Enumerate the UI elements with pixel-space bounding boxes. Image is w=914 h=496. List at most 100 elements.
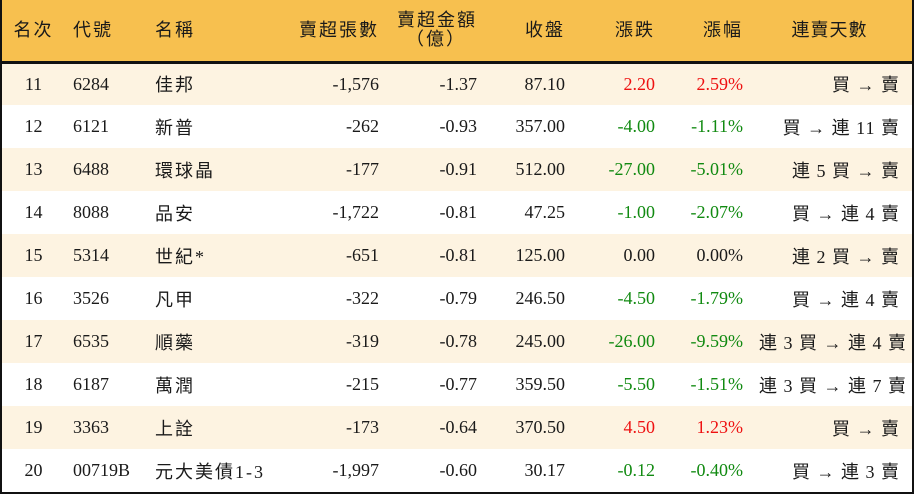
cell-change: -5.50 [617,374,656,394]
cell-code: 6187 [73,374,109,394]
cell-name: 環球晶 [155,160,215,181]
header-name: 名稱 [155,19,195,40]
cell-sell-qty: -651 [346,245,379,265]
cell-sell-amount: -0.77 [439,374,478,394]
cell-rank: 12 [24,116,43,136]
cell-change: -26.00 [608,331,656,351]
cell-sell-amount: -0.91 [439,159,478,179]
cell-sell-qty: -262 [346,116,379,136]
cell-code: 5314 [73,245,109,265]
cell-change-pct: 0.00% [696,245,744,265]
table-row: 12 6121 新普 -262 -0.93 357.00 -4.00 -1.11… [2,105,912,148]
table-row: 14 8088 品安 -1,722 -0.81 47.25 -1.00 -2.0… [2,191,912,234]
cell-change: -1.00 [617,202,656,222]
header-sell-qty: 賣超張數 [299,19,379,40]
cell-change-pct: -1.11% [691,116,743,136]
header-change: 漲跌 [615,19,655,40]
header-row: 名次 代號 名稱 賣超張數 賣超金額 （億） 收盤 漲跌 漲幅 連賣天數 [2,0,912,62]
cell-sell-amount: -1.37 [439,73,478,94]
cell-streak: 連 5 買 → 賣 [792,160,900,181]
cell-name: 萬潤 [155,375,195,396]
cell-sell-qty: -319 [346,331,379,351]
cell-streak: 買 → 連 4 賣 [792,289,900,310]
cell-change-pct: -0.40% [690,460,744,480]
table-row: 16 3526 凡甲 -322 -0.79 246.50 -4.50 -1.79… [2,277,912,320]
table-row: 11 6284 佳邦 -1,576 -1.37 87.10 2.20 2.59%… [2,62,912,105]
cell-change-pct: -9.59% [690,331,744,351]
cell-change-pct: -1.51% [690,374,744,394]
cell-sell-qty: -1,576 [332,73,380,94]
cell-name: 品安 [155,203,195,224]
cell-name: 凡甲 [155,289,195,310]
cell-code: 6535 [73,331,109,351]
table-header: 名次 代號 名稱 賣超張數 賣超金額 （億） 收盤 漲跌 漲幅 連賣天數 [2,0,912,62]
cell-close: 357.00 [515,116,566,136]
cell-sell-qty: -1,722 [332,202,380,222]
cell-name: 佳邦 [155,75,195,96]
header-rank: 名次 [13,19,54,40]
cell-change: -27.00 [608,159,656,179]
cell-change-pct: -2.07% [690,202,744,222]
cell-change: -4.50 [617,288,656,308]
header-sell-amount-title: 賣超金額 [397,10,477,31]
cell-code: 6121 [73,116,109,136]
cell-sell-amount: -0.60 [439,460,478,480]
cell-rank: 19 [24,417,43,437]
cell-change: 0.00 [623,245,656,265]
cell-change-pct: -1.79% [690,288,744,308]
cell-rank: 13 [24,159,43,179]
cell-streak: 買 → 連 3 賣 [792,461,900,482]
cell-sell-amount: -0.64 [439,417,478,437]
cell-streak: 買 → 連 11 賣 [782,117,900,138]
cell-code: 8088 [73,202,109,222]
cell-streak: 買 → 連 4 賣 [792,203,900,224]
cell-sell-qty: -322 [346,288,379,308]
cell-rank: 17 [24,331,43,351]
cell-rank: 11 [24,73,43,94]
cell-sell-amount: -0.78 [439,331,478,351]
table-row: 20 00719B 元大美債1-3 -1,997 -0.60 30.17 -0.… [2,449,912,492]
cell-name: 元大美債1-3 [155,461,265,482]
cell-change-pct: 1.23% [696,417,744,437]
table-row: 17 6535 順藥 -319 -0.78 245.00 -26.00 -9.5… [2,320,912,363]
cell-code: 6284 [73,73,109,94]
table-body: 11 6284 佳邦 -1,576 -1.37 87.10 2.20 2.59%… [2,62,912,492]
cell-rank: 18 [24,374,43,394]
cell-streak: 連 3 買 → 連 7 賣 [759,375,907,396]
cell-streak: 連 3 買 → 連 4 賣 [759,332,907,353]
cell-rank: 15 [24,245,43,265]
header-close: 收盤 [525,19,565,40]
cell-close: 246.50 [515,288,566,308]
cell-close: 30.17 [524,460,566,480]
table-row: 18 6187 萬潤 -215 -0.77 359.50 -5.50 -1.51… [2,363,912,406]
cell-code: 6488 [73,159,109,179]
cell-name: 新普 [155,117,195,138]
cell-sell-qty: -1,997 [332,460,380,480]
cell-close: 125.00 [515,245,566,265]
cell-change: 4.50 [623,417,656,437]
header-sell-amount: 賣超金額 （億） [387,0,485,62]
cell-close: 370.50 [515,417,566,437]
header-sell-amount-unit: （億） [406,29,466,50]
cell-change-pct: -5.01% [690,159,744,179]
cell-sell-qty: -173 [346,417,379,437]
cell-sell-qty: -215 [346,374,379,394]
cell-close: 47.25 [524,202,566,222]
cell-code: 00719B [73,460,131,480]
cell-streak: 連 2 買 → 賣 [792,246,900,267]
cell-rank: 14 [24,202,43,222]
cell-change: 2.20 [623,73,656,94]
cell-streak: 買 → 賣 [832,418,900,439]
cell-sell-amount: -0.81 [439,202,478,222]
table-row: 19 3363 上詮 -173 -0.64 370.50 4.50 1.23% … [2,406,912,449]
cell-streak: 買 → 賣 [832,75,900,96]
header-streak: 連賣天數 [791,19,868,40]
cell-rank: 20 [24,460,43,480]
cell-close: 359.50 [515,374,566,394]
table-row: 13 6488 環球晶 -177 -0.91 512.00 -27.00 -5.… [2,148,912,191]
cell-close: 87.10 [524,73,566,94]
cell-code: 3526 [73,288,109,308]
table-row: 15 5314 世紀* -651 -0.81 125.00 0.00 0.00%… [2,234,912,277]
